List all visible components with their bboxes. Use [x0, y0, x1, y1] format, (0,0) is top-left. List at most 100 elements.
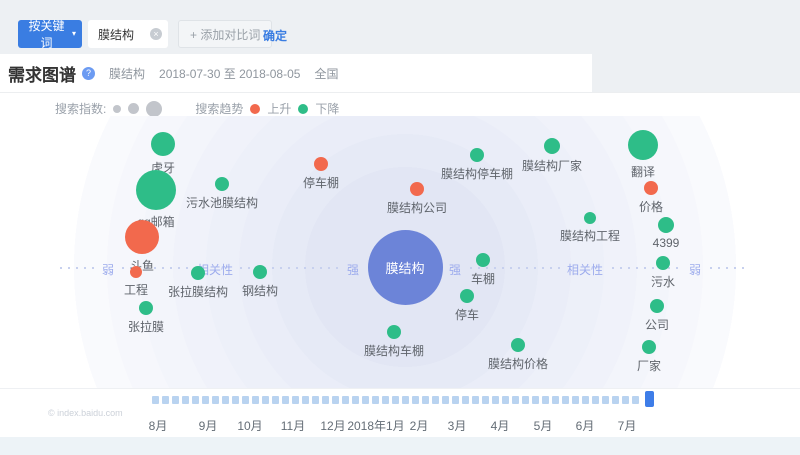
keyword-input-wrap: ×	[88, 20, 168, 48]
bubble-label: 张拉膜	[127, 320, 165, 334]
keyword-bubble[interactable]	[470, 148, 484, 162]
keyword-bubble[interactable]	[511, 338, 525, 352]
timeline-track-square	[602, 396, 609, 404]
timeline-month-label: 2月	[409, 419, 429, 433]
bubble-label: 公司	[644, 318, 670, 332]
timeline-track-square	[232, 396, 239, 404]
section-header: 需求图谱 ? 膜结构 2018-07-30 至 2018-08-05 全国	[0, 54, 592, 92]
bubble-label: 停车	[454, 308, 480, 322]
timeline-month-label: 7月	[617, 419, 637, 433]
relevance-axis-label: 相关性	[196, 263, 234, 277]
confirm-button[interactable]: 确定	[263, 29, 288, 43]
keyword-mode-label: 按关键词	[28, 19, 65, 50]
keyword-bubble[interactable]	[544, 138, 560, 154]
keyword-bubble[interactable]	[130, 266, 142, 278]
relevance-axis-dotted-segment	[470, 267, 562, 269]
help-icon[interactable]: ?	[82, 66, 95, 80]
timeline-track-square	[282, 396, 289, 404]
size-dot-large-icon	[146, 100, 163, 117]
keyword-input[interactable]	[88, 20, 156, 48]
keyword-bubble[interactable]	[215, 177, 229, 191]
keyword-bubble[interactable]	[387, 325, 401, 339]
keyword-bubble[interactable]	[136, 170, 176, 210]
keyword-bubble[interactable]	[656, 256, 670, 270]
add-compare-button[interactable]: + 添加对比词	[178, 20, 273, 48]
keyword-mode-button[interactable]: 按关键词 ▾	[18, 19, 82, 50]
timeline-track-square	[352, 396, 359, 404]
timeline-month-label: 3月	[447, 419, 467, 433]
timeline-track-square	[252, 396, 259, 404]
relevance-axis-label: 相关性	[566, 263, 604, 277]
timeline-track-square	[342, 396, 349, 404]
bubble-label: 膜结构公司	[386, 201, 448, 215]
timeline-slider-handle[interactable]	[645, 391, 654, 407]
keyword-bubble[interactable]	[125, 220, 159, 254]
timeline-track-square	[202, 396, 209, 404]
timeline-track-square	[362, 396, 369, 404]
keyword-bubble[interactable]	[253, 265, 267, 279]
timeline-track-square	[522, 396, 529, 404]
bubble-label: 膜结构厂家	[521, 159, 583, 173]
keyword-bubble[interactable]	[644, 181, 658, 195]
keyword-bubble[interactable]	[628, 130, 658, 160]
timeline-track-square	[502, 396, 509, 404]
clear-input-icon[interactable]: ×	[150, 28, 162, 40]
keyword-bubble[interactable]	[314, 157, 328, 171]
legend-index-label: 搜索指数:	[55, 102, 107, 116]
timeline-track-square	[152, 396, 159, 404]
keyword-bubble[interactable]	[642, 340, 656, 354]
timeline-month-label: 4月	[490, 419, 510, 433]
timeline-track-square	[272, 396, 279, 404]
keyword-bubble[interactable]	[476, 253, 490, 267]
timeline-month-label: 11月	[280, 419, 306, 433]
chevron-down-icon: ▾	[71, 29, 76, 38]
keyword-bubble[interactable]	[151, 132, 175, 156]
timeline-track-square	[292, 396, 299, 404]
timeline-track-square	[592, 396, 599, 404]
bubble-label: 污水	[650, 275, 676, 289]
bubble-label: 厂家	[636, 359, 662, 373]
bubble-label: 停车棚	[302, 176, 340, 190]
timeline-track-square	[562, 396, 569, 404]
page-title: 需求图谱	[8, 65, 76, 85]
timeline-track-square	[372, 396, 379, 404]
center-keyword-node[interactable]: 膜结构	[367, 229, 443, 305]
keyword-bubble[interactable]	[139, 301, 153, 315]
bubble-label: 膜结构工程	[559, 229, 621, 243]
legend-down-label: 下降	[315, 102, 340, 116]
timeline-track-square	[312, 396, 319, 404]
timeline-track-square	[622, 396, 629, 404]
timeline-month-label: 8月	[148, 419, 168, 433]
keyword-bubble[interactable]	[658, 217, 674, 233]
keyword-bubble[interactable]	[650, 299, 664, 313]
keyword-bubble[interactable]	[191, 266, 205, 280]
timeline-month-label: 10月	[237, 419, 263, 433]
relevance-axis-dotted-segment	[612, 267, 682, 269]
timeline-track-square	[382, 396, 389, 404]
timeline-track-square	[432, 396, 439, 404]
legend-up-label: 上升	[267, 102, 292, 116]
keyword-bubble[interactable]	[410, 182, 424, 196]
keyword-bubble[interactable]	[584, 212, 596, 224]
header-date-range: 2018-07-30 至 2018-08-05	[159, 66, 301, 81]
timeline-track-square	[402, 396, 409, 404]
bubble-label: 价格	[638, 200, 664, 214]
bubble-label: 钢结构	[241, 284, 279, 298]
relevance-axis-label: 弱	[688, 263, 702, 277]
header-keyword: 膜结构	[109, 66, 146, 81]
relevance-axis-dotted-segment	[240, 267, 340, 269]
timeline-month-label: 6月	[575, 419, 595, 433]
timeline-track-square	[542, 396, 549, 404]
relevance-axis-dotted-segment	[60, 267, 96, 269]
timeline-track-square	[222, 396, 229, 404]
timeline-track-square	[462, 396, 469, 404]
up-trend-dot-icon	[250, 103, 261, 114]
watermark: © index.baidu.com	[48, 408, 123, 418]
timeline-track-square	[412, 396, 419, 404]
timeline-track-square	[512, 396, 519, 404]
relevance-axis-dotted-segment	[122, 267, 192, 269]
plot-bottom-divider	[0, 388, 800, 389]
bubble-label: 车棚	[470, 272, 496, 286]
keyword-bubble[interactable]	[460, 289, 474, 303]
